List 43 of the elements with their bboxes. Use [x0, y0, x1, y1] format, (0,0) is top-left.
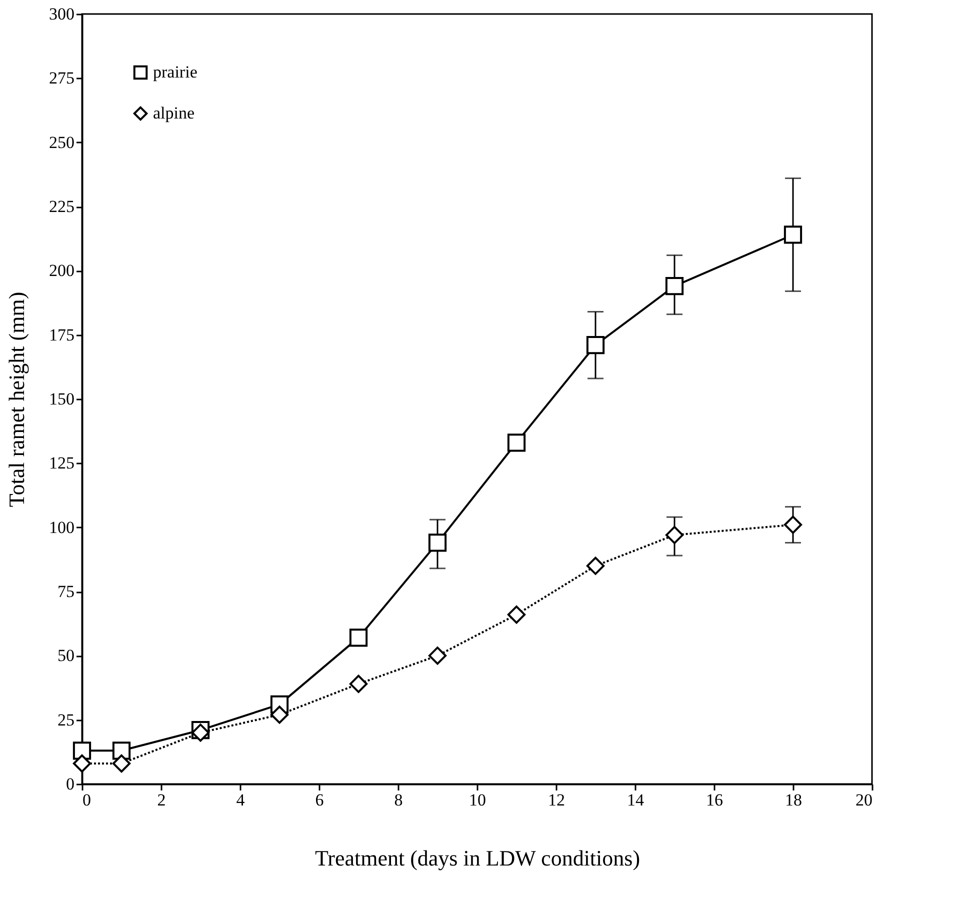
y-tick-label: 175	[49, 325, 74, 344]
y-tick-label: 300	[49, 4, 74, 24]
legend-label: prairie	[153, 62, 198, 82]
x-tick-label: 14	[627, 790, 644, 810]
y-tick-label: 125	[49, 454, 74, 473]
point	[507, 606, 526, 624]
point	[349, 628, 368, 647]
point	[270, 706, 289, 724]
point	[507, 434, 526, 452]
point	[112, 754, 131, 773]
x-tick-label: 2	[157, 790, 166, 810]
point	[665, 526, 684, 544]
point	[784, 226, 802, 244]
y-tick-label: 50	[58, 646, 74, 666]
point	[784, 516, 802, 534]
x-tick-label: 8	[394, 790, 403, 810]
y-axis-title: Total ramet height (mm)	[4, 292, 29, 508]
x-tick-label: 12	[548, 790, 565, 810]
x-tick-label: 16	[706, 790, 723, 810]
y-tick-label: 100	[49, 518, 74, 537]
legend-label: alpine	[153, 104, 195, 122]
x-axis-title: Treatment (days in LDW conditions)	[314, 846, 640, 870]
x-tick-label: 4	[236, 790, 246, 810]
point	[428, 646, 447, 665]
y-tick-label: 200	[49, 261, 74, 280]
y-tick-label: 75	[58, 582, 74, 601]
point	[349, 674, 368, 693]
point	[72, 754, 92, 773]
y-tick-label: 0	[66, 774, 74, 794]
point	[665, 277, 684, 296]
point	[586, 556, 605, 575]
y-tick-label: 250	[49, 132, 74, 152]
point	[428, 534, 447, 552]
y-tick-label: 150	[49, 390, 74, 408]
x-tick-label: 6	[315, 790, 324, 810]
x-tick-label: 20	[856, 790, 872, 810]
y-tick-label: 225	[49, 197, 74, 216]
x-tick-label: 0	[82, 790, 91, 810]
x-tick-label: 10	[469, 790, 486, 810]
y-tick-label: 275	[49, 68, 74, 88]
y-tick-label: 25	[58, 710, 74, 730]
x-tick-label: 18	[785, 790, 802, 810]
point	[586, 336, 605, 354]
